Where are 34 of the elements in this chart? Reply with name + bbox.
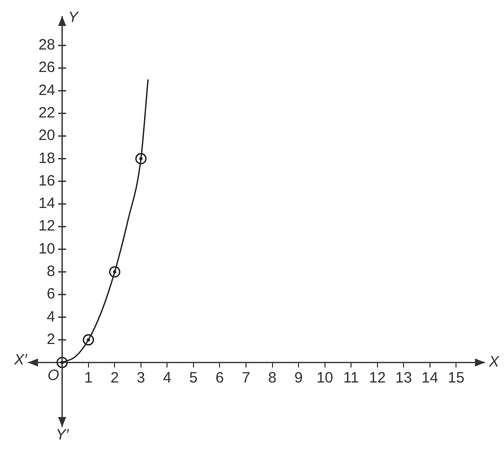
y-axis-title: Y bbox=[68, 9, 80, 26]
x-tick-label: 9 bbox=[294, 370, 303, 387]
y-tick-label: 28 bbox=[38, 36, 56, 54]
x-tick-label: 6 bbox=[216, 370, 224, 387]
x-tick-label: 5 bbox=[189, 370, 198, 387]
y-tick-label: 22 bbox=[38, 104, 56, 122]
x-tick-label: 2 bbox=[110, 370, 119, 387]
y-tick-label: 14 bbox=[38, 195, 56, 212]
x-tick-label: 8 bbox=[268, 370, 276, 387]
annotation: O bbox=[47, 367, 60, 384]
x-tick-label: 7 bbox=[242, 370, 250, 387]
y-tick-label: 20 bbox=[38, 127, 56, 144]
x-tick-label: 11 bbox=[343, 370, 359, 387]
y-tick-label: 10 bbox=[38, 240, 56, 258]
x-tick-label: 4 bbox=[163, 370, 172, 387]
x-tick-label: 15 bbox=[448, 370, 464, 387]
x-tick-label: 3 bbox=[136, 370, 146, 387]
x-tick-label: 13 bbox=[395, 370, 412, 387]
y-tick-label: 18 bbox=[38, 150, 56, 167]
y-tick-label: 8 bbox=[46, 263, 56, 280]
x-axis-title: X bbox=[488, 354, 500, 371]
x-tick-label: 10 bbox=[316, 370, 334, 387]
x-tick-label: 14 bbox=[422, 370, 438, 387]
text: X′ bbox=[13, 352, 28, 369]
y-tick-label: 4 bbox=[46, 308, 56, 326]
x-tick-label: 1 bbox=[84, 370, 93, 387]
y-tick-label: 24 bbox=[38, 82, 56, 99]
x-tick-label: 12 bbox=[368, 370, 386, 387]
y-tick-label: 6 bbox=[46, 286, 56, 303]
y-tick-label: 26 bbox=[38, 59, 56, 76]
y-tick-label: 2 bbox=[46, 330, 56, 348]
y-tick-label: 16 bbox=[38, 172, 56, 190]
annotation: Y′ bbox=[56, 426, 70, 444]
y-tick-label: 12 bbox=[38, 218, 56, 235]
